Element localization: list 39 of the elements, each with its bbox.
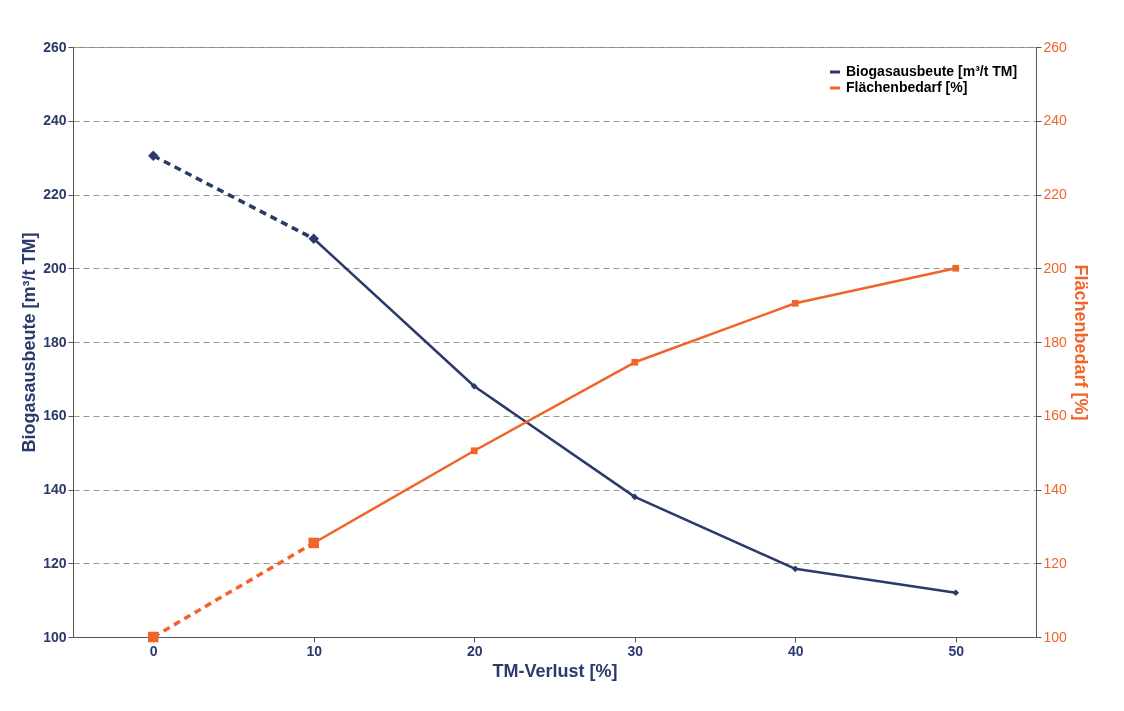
y2-tick-label: 160 [1043, 407, 1068, 424]
y-tick-label: 200 [43, 259, 67, 276]
point [148, 631, 159, 643]
y-tick-label: 160 [43, 407, 67, 424]
x-tick-label: 40 [787, 642, 804, 659]
y-tick-label: 120 [43, 554, 67, 571]
point [952, 589, 960, 597]
x-tick-label: 50 [948, 642, 965, 659]
y2-tick-label: 180 [1043, 333, 1068, 350]
y-axis-title: Biogasausbeute [m³/t TM] [19, 232, 40, 453]
point [631, 493, 639, 501]
y2-tick-label: 120 [1043, 554, 1068, 571]
y-tick-label: 180 [43, 333, 67, 350]
y2-tick-label: 100 [1043, 628, 1068, 645]
x-tick-label: 20 [466, 642, 483, 659]
point [791, 299, 799, 307]
point [952, 264, 960, 272]
y2-axis-title: Flächenbedarf [%] [1070, 264, 1091, 421]
point [470, 382, 478, 390]
y2-tick-label: 140 [1043, 481, 1068, 497]
y-tick-label: 220 [43, 186, 67, 202]
y2-tick-label: 240 [1043, 112, 1068, 129]
point [148, 150, 159, 162]
y-tick-label: 260 [43, 38, 67, 55]
y-tick-label: 140 [43, 481, 67, 497]
x-axis-title: TM-Verlust [%] [492, 660, 618, 681]
y-tick-label: 100 [43, 628, 67, 645]
y2-tick-label: 260 [1043, 38, 1068, 55]
x-tick-label: 0 [149, 642, 158, 659]
point [791, 565, 799, 573]
legend-label: Flächenbedarf [%] [846, 79, 968, 95]
y2-tick-label: 200 [1043, 259, 1068, 276]
y2-tick-label: 220 [1043, 186, 1068, 202]
y-tick-label: 240 [43, 112, 67, 129]
point [470, 447, 478, 455]
x-tick-label: 10 [306, 642, 323, 659]
x-tick-label: 30 [627, 642, 644, 659]
legend-label: Biogasausbeute [m³/t TM] [846, 63, 1018, 79]
point [631, 358, 639, 366]
